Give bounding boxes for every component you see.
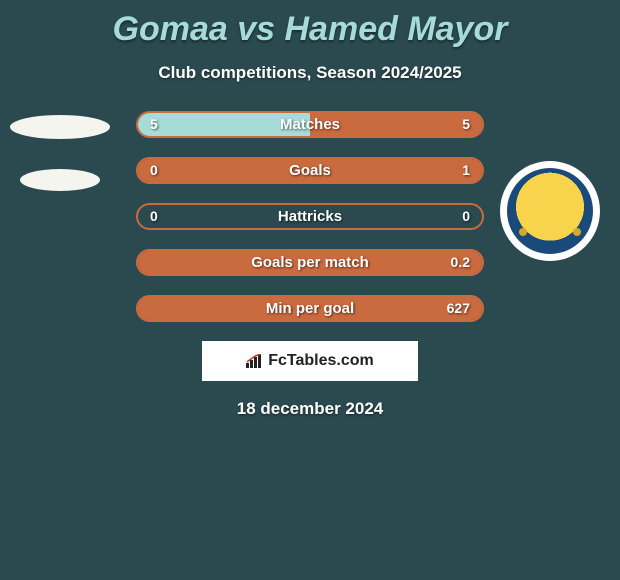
badge-ellipse-icon <box>20 169 100 191</box>
club-roundel-icon <box>500 161 600 261</box>
badge-ellipse-icon <box>10 115 110 139</box>
comparison-content: 5Matches50Goals10Hattricks0Goals per mat… <box>0 111 620 419</box>
brand-logo: FcTables.com <box>246 352 374 370</box>
stat-value-right: 0.2 <box>451 251 470 274</box>
stat-value-right: 5 <box>462 113 470 136</box>
stat-bar: Min per goal627 <box>136 295 484 322</box>
team-badge-left <box>10 115 110 215</box>
footer-date: 18 december 2024 <box>0 399 620 419</box>
stat-label: Goals per match <box>138 251 482 274</box>
page-title: Gomaa vs Hamed Mayor <box>0 0 620 49</box>
stat-label: Min per goal <box>138 297 482 320</box>
stat-bar: 0Hattricks0 <box>136 203 484 230</box>
stats-bars: 5Matches50Goals10Hattricks0Goals per mat… <box>136 111 484 322</box>
brand-footer: FcTables.com <box>202 341 418 381</box>
brand-text: FcTables.com <box>268 352 374 370</box>
stat-value-right: 1 <box>462 159 470 182</box>
stat-label: Hattricks <box>138 205 482 228</box>
team-badge-right <box>500 161 600 261</box>
stat-label: Matches <box>138 113 482 136</box>
bars-icon <box>246 354 264 368</box>
stat-label: Goals <box>138 159 482 182</box>
stat-bar: 5Matches5 <box>136 111 484 138</box>
stat-bar: Goals per match0.2 <box>136 249 484 276</box>
stat-value-right: 0 <box>462 205 470 228</box>
stat-bar: 0Goals1 <box>136 157 484 184</box>
stat-value-right: 627 <box>447 297 470 320</box>
subtitle: Club competitions, Season 2024/2025 <box>0 63 620 83</box>
